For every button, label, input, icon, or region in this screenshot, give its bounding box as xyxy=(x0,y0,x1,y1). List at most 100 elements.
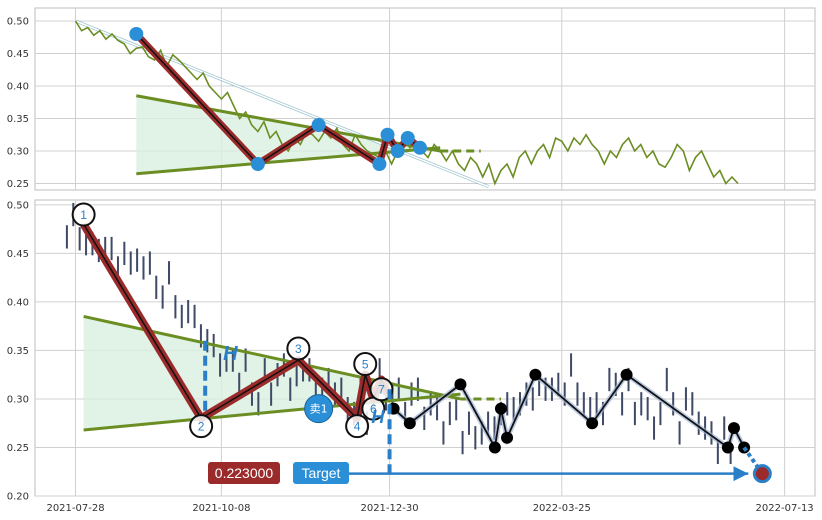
target-label-box xyxy=(293,462,349,484)
pivot-number-label: 1 xyxy=(80,208,87,222)
pivot-number-label: 4 xyxy=(354,420,361,434)
top-y-tick-label: 0.25 xyxy=(7,179,29,190)
price-label-text: 0.223000 xyxy=(215,465,274,481)
top-y-tick-label: 0.35 xyxy=(7,114,29,125)
candle-bar xyxy=(563,382,566,406)
candle-bar xyxy=(684,387,687,411)
candle-bar xyxy=(493,416,496,440)
projection-pivot xyxy=(501,431,514,444)
top-y-tick-label: 0.50 xyxy=(7,17,29,28)
candle-bar xyxy=(187,299,190,324)
candle-bar xyxy=(448,401,451,426)
top-y-tick-label: 0.40 xyxy=(7,82,29,93)
candle-bar xyxy=(270,382,273,406)
candle-bar xyxy=(142,256,145,280)
candle-bar xyxy=(442,421,445,445)
pivot-number-label: 5 xyxy=(362,358,369,372)
top-trend-channel-inner xyxy=(75,20,490,188)
candle-bar xyxy=(136,248,139,272)
candle-bar xyxy=(538,372,541,397)
pivot-number-circle xyxy=(71,202,96,227)
x-tick-label: 2021-10-08 xyxy=(192,503,250,514)
bottom-y-tick-label: 0.20 xyxy=(7,492,29,503)
candle-bar xyxy=(378,358,381,382)
candle-bar xyxy=(461,430,464,455)
candle-bar xyxy=(608,367,611,392)
candle-bar xyxy=(231,348,234,372)
target-label-text: Target xyxy=(302,465,341,481)
pivot-number-label: 2 xyxy=(198,420,205,434)
candle-bar xyxy=(582,392,585,416)
candle-bar xyxy=(723,416,726,440)
candle-bar xyxy=(65,225,68,249)
candle-bar xyxy=(633,401,636,426)
projection-pivot xyxy=(403,417,416,430)
candle-bar xyxy=(640,392,643,416)
candle-bar xyxy=(199,324,202,348)
candle-bar xyxy=(480,421,483,445)
candle-bar xyxy=(155,275,158,299)
candle-bar xyxy=(257,392,260,416)
top-pivot-marker xyxy=(390,144,405,158)
candle-bar xyxy=(410,382,413,406)
projection-pivot xyxy=(529,368,542,381)
candle-bar xyxy=(78,227,81,251)
top-pivot-marker xyxy=(250,157,265,171)
projection-pivot xyxy=(494,402,507,415)
candle-bar xyxy=(423,406,426,431)
candle-bar xyxy=(116,256,119,280)
pivot-number-circle xyxy=(189,414,214,439)
x-tick-label: 2022-07-13 xyxy=(756,503,814,514)
candle-bar xyxy=(180,304,183,329)
target-marker xyxy=(752,464,772,484)
candle-bar xyxy=(487,411,490,435)
candle-bar xyxy=(716,440,719,464)
candle-bar xyxy=(193,304,196,329)
candle-bar xyxy=(665,367,668,392)
overlay-labels: 0.223000 Target xyxy=(208,462,349,484)
candle-bar xyxy=(601,401,604,426)
candle-bar xyxy=(531,387,534,411)
candle-bar xyxy=(691,392,694,416)
candle-bar xyxy=(576,382,579,406)
bottom-y-tick-label: 0.40 xyxy=(7,297,29,308)
candle-bar xyxy=(263,358,266,382)
pivot-number-circle xyxy=(345,414,370,439)
candle-bar xyxy=(697,411,700,435)
candle-bar xyxy=(206,329,209,353)
candle-bar xyxy=(238,372,241,397)
candle-bar xyxy=(614,372,617,397)
candle-bar xyxy=(85,232,88,256)
pivot-number-circle xyxy=(369,377,394,402)
h2-marker-label: H xyxy=(371,407,385,427)
top-triangle-lower xyxy=(136,146,441,176)
candle-bar xyxy=(678,421,681,445)
candle-bar xyxy=(557,372,560,397)
pivot-number-circle xyxy=(286,336,311,361)
bottom-y-tick-label: 0.50 xyxy=(7,200,29,211)
candle-bar xyxy=(474,426,477,450)
target-approach-line xyxy=(742,446,764,475)
bottom-panel: 2021-07-28 2021-10-08 2021-12-30 2022-03-25… xyxy=(7,199,816,514)
candle-bar xyxy=(506,392,509,416)
projection-pivot xyxy=(488,441,501,454)
candle-bar xyxy=(129,251,132,275)
bottom-y-tick-label: 0.35 xyxy=(7,346,29,357)
candle-bar xyxy=(340,377,343,401)
projection-pivot xyxy=(620,368,633,381)
candle-bar xyxy=(244,348,247,372)
projection-pivot xyxy=(586,417,599,430)
sell-marker xyxy=(304,394,334,424)
candle-bar xyxy=(589,397,592,421)
candle-bar xyxy=(512,397,515,421)
candle-bar xyxy=(123,241,126,266)
candle-bar xyxy=(455,397,458,421)
sell-marker-label: 卖1 xyxy=(310,403,328,416)
top-pivot-marker xyxy=(372,157,387,171)
projection-pivot xyxy=(721,441,734,454)
candle-bar xyxy=(397,377,400,401)
top-pivot-marker xyxy=(412,140,427,155)
candle-bar xyxy=(314,382,317,406)
candle-bar xyxy=(404,401,407,426)
